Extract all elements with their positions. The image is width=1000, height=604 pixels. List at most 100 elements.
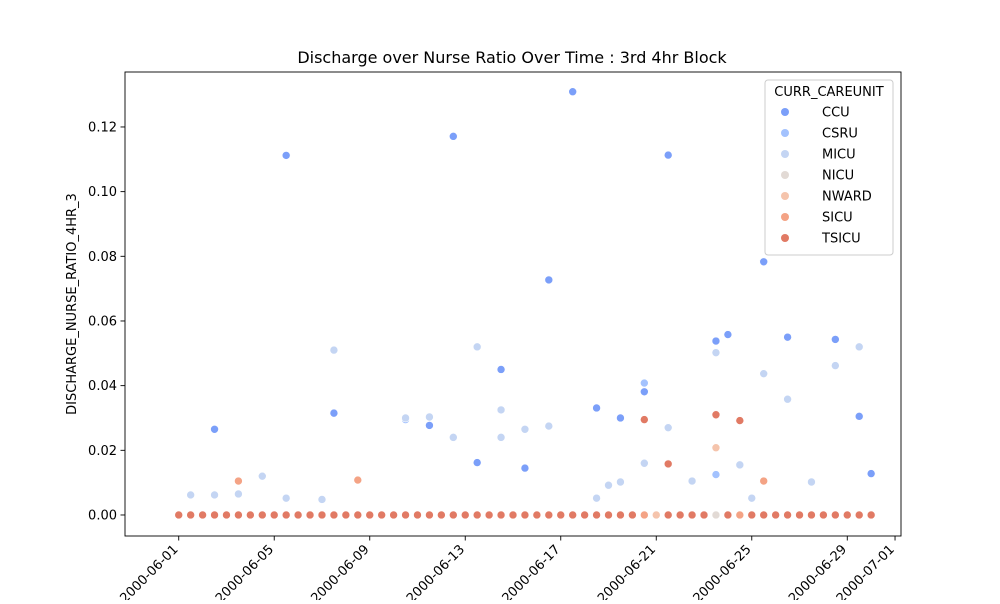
data-point	[460, 510, 470, 520]
data-point	[711, 410, 721, 420]
data-point	[663, 459, 673, 469]
data-point	[472, 342, 482, 352]
data-point	[222, 510, 231, 520]
legend-label-ccu: CCU	[822, 106, 850, 121]
data-point	[401, 510, 410, 520]
legend: CURR_CAREUNIT CCU CSRU MICU NICU NWARD SICU TSI…	[764, 79, 894, 256]
data-point	[711, 336, 721, 346]
legend-marker-ccu	[781, 108, 789, 116]
data-point	[377, 510, 386, 520]
data-point	[317, 495, 327, 504]
data-point	[866, 510, 876, 520]
data-point	[520, 510, 530, 520]
data-point	[186, 490, 195, 500]
data-point	[544, 275, 554, 285]
series-sicu	[234, 475, 769, 520]
data-point	[281, 510, 291, 520]
x-tick-label: 2000-06-09	[309, 542, 373, 600]
data-point	[735, 416, 745, 425]
data-point	[449, 510, 458, 520]
data-point	[604, 480, 613, 490]
data-point	[628, 510, 637, 520]
data-point	[854, 342, 864, 352]
y-tick-label: 0.04	[88, 379, 117, 394]
data-point	[293, 510, 303, 520]
data-point	[472, 458, 482, 467]
data-point	[831, 510, 840, 520]
data-point	[365, 510, 375, 520]
data-point	[819, 510, 828, 520]
data-point	[401, 413, 410, 423]
y-tick-label: 0.02	[88, 444, 117, 459]
data-point	[783, 332, 792, 342]
legend-marker-nward	[781, 192, 789, 200]
data-point	[783, 510, 792, 520]
series-nward	[651, 443, 721, 520]
axes-frame	[124, 71, 902, 537]
data-point	[711, 443, 721, 453]
data-point	[496, 405, 506, 415]
data-point	[759, 257, 769, 267]
legend-box	[764, 79, 894, 256]
data-point	[651, 510, 661, 520]
series-micu	[186, 342, 864, 504]
data-point	[723, 330, 733, 339]
y-axis-title: DISCHARGE_NURSE_RATIO_4HR_3	[65, 193, 80, 415]
legend-label-sicu: SICU	[822, 211, 853, 226]
data-point	[353, 510, 363, 520]
data-point	[795, 510, 804, 520]
data-point	[281, 151, 291, 160]
data-point	[580, 510, 589, 520]
legend-label-csru: CSRU	[822, 127, 858, 142]
data-point	[568, 87, 577, 97]
legend-label-nicu: NICU	[822, 169, 854, 184]
legend-marker-tsicu	[781, 234, 789, 242]
data-point	[425, 510, 434, 520]
legend-marker-micu	[781, 150, 789, 158]
data-point	[353, 475, 363, 485]
data-point	[544, 421, 554, 431]
data-point	[663, 510, 673, 520]
data-point	[640, 510, 649, 520]
data-point	[687, 510, 697, 520]
x-tick-label: 2000-06-05	[213, 542, 277, 600]
data-point	[640, 458, 649, 468]
x-tick-label: 2000-06-25	[691, 542, 755, 600]
data-point	[771, 510, 780, 520]
data-point	[329, 408, 339, 418]
y-tick-label: 0.00	[88, 508, 117, 523]
data-point	[198, 510, 207, 520]
series-ccu	[210, 87, 876, 478]
data-point	[699, 510, 709, 520]
data-point	[210, 424, 219, 434]
data-point	[520, 463, 530, 473]
data-point	[389, 510, 398, 520]
data-point	[174, 510, 184, 520]
x-tick-label: 2000-06-21	[595, 542, 659, 600]
data-point	[723, 510, 733, 520]
data-point	[449, 433, 458, 442]
data-point	[735, 460, 745, 470]
legend-label-tsicu: TSICU	[821, 232, 861, 247]
data-point	[568, 510, 577, 520]
series-tsicu	[174, 410, 876, 520]
data-point	[640, 415, 649, 424]
data-point	[831, 361, 840, 370]
data-point	[210, 490, 219, 500]
data-point	[281, 493, 291, 503]
y-tick-label: 0.08	[88, 250, 117, 265]
data-point	[640, 378, 649, 388]
data-point	[341, 510, 351, 520]
data-point	[592, 510, 601, 520]
data-point	[425, 412, 434, 422]
data-point	[854, 412, 864, 421]
data-point	[592, 403, 601, 413]
x-tick-label: 2000-06-01	[118, 542, 182, 600]
data-point	[508, 510, 518, 520]
data-point	[329, 510, 339, 520]
data-point	[663, 150, 673, 160]
data-point	[842, 510, 852, 520]
data-point	[759, 510, 769, 520]
data-point	[866, 469, 876, 478]
